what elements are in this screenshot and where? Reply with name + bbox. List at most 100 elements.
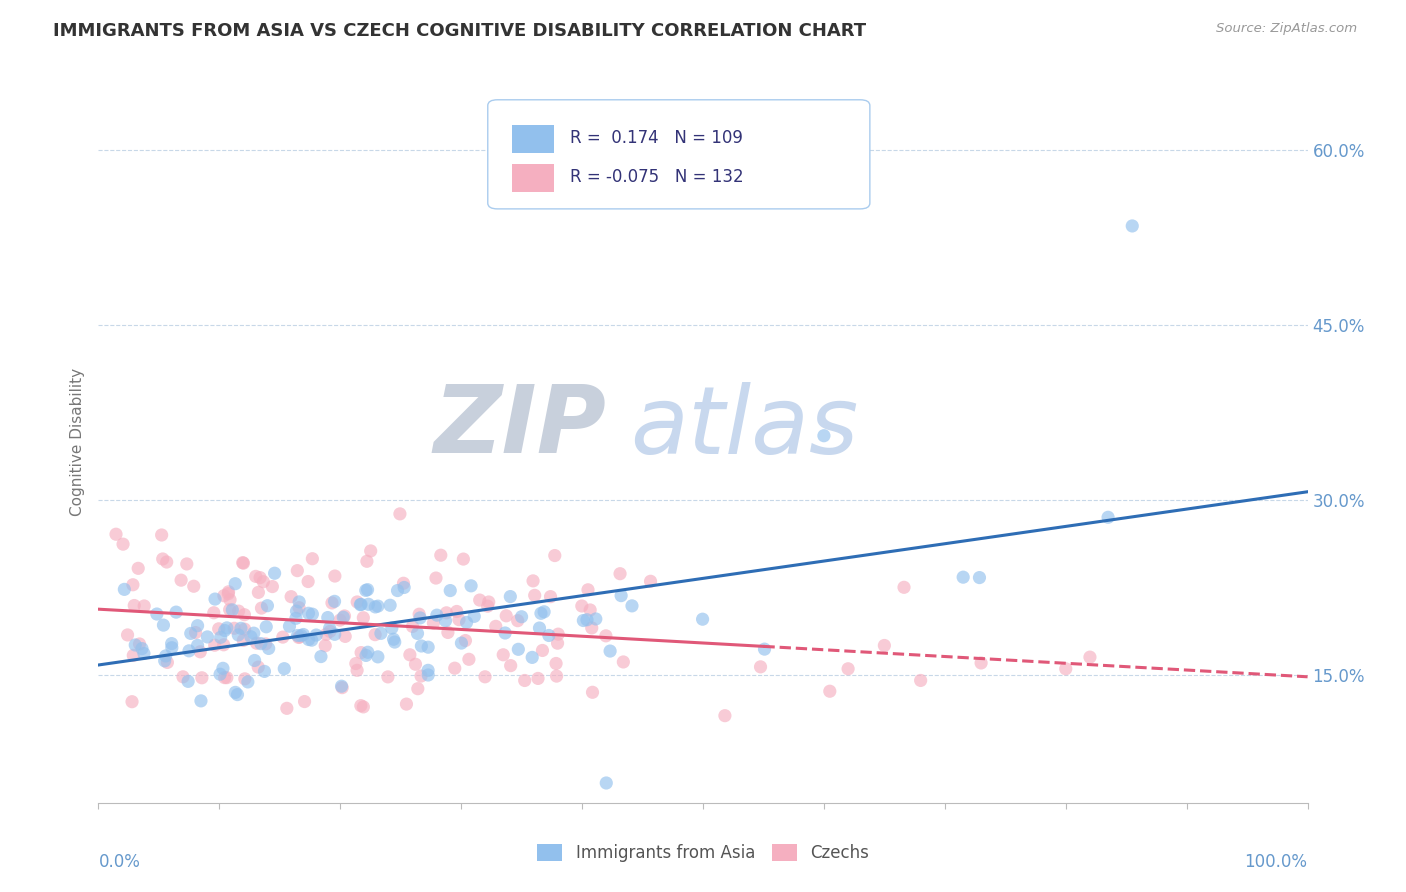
Point [112,537,135,551]
Point [367,649,389,664]
Point [453,552,475,566]
Point [384,635,406,649]
Point [571,599,593,613]
Point [356,554,378,568]
Point [243,626,266,640]
Point [533,605,555,619]
Text: R =  0.174   N = 109: R = 0.174 N = 109 [569,129,742,147]
Point [226,688,249,702]
Point [276,701,298,715]
Point [232,556,254,570]
Point [409,669,432,683]
Point [409,611,432,625]
Point [155,648,177,663]
Point [612,655,634,669]
Point [970,656,993,670]
Point [252,574,274,589]
Point [547,636,569,650]
Point [527,672,550,686]
Point [224,685,246,699]
Text: R = -0.075   N = 132: R = -0.075 N = 132 [569,169,744,186]
Point [250,637,273,651]
Point [215,671,238,685]
Point [392,576,415,591]
Point [392,581,415,595]
Point [485,619,508,633]
Point [152,552,174,566]
Point [418,668,440,682]
Y-axis label: Cognitive Disability: Cognitive Disability [69,368,84,516]
Point [474,670,496,684]
Point [165,605,187,619]
Point [204,638,226,652]
Point [188,645,211,659]
Point [370,626,392,640]
Point [531,643,554,657]
Text: 0.0%: 0.0% [98,854,141,871]
Point [218,584,240,599]
Point [364,599,387,614]
Point [388,507,411,521]
Point [316,610,339,624]
Point [254,637,277,651]
Point [893,580,915,594]
Point [150,528,173,542]
Point [460,579,482,593]
Point [122,599,145,613]
Point [132,647,155,661]
Point [333,609,356,624]
Point [187,639,209,653]
Point [352,611,374,625]
Point [212,638,235,652]
Point [253,665,276,679]
Point [290,628,312,642]
Point [219,592,242,607]
Point [495,608,517,623]
Point [212,589,235,603]
Point [134,599,156,613]
Point [477,599,499,614]
Point [581,685,603,699]
Point [344,657,367,671]
Point [233,607,256,622]
Point [367,599,389,614]
Point [377,670,399,684]
Point [209,667,232,681]
Point [187,618,209,632]
Point [191,671,214,685]
Point [202,606,225,620]
Point [246,636,269,650]
Point [426,608,449,623]
Point [323,627,346,641]
Point [447,613,470,627]
Point [122,648,145,663]
Point [349,598,371,612]
Point [595,629,617,643]
Point [232,633,254,648]
Point [131,641,153,656]
Point [450,636,472,650]
Point [595,776,617,790]
Legend: Immigrants from Asia, Czechs: Immigrants from Asia, Czechs [533,838,873,867]
Point [124,638,146,652]
Point [529,621,551,635]
Point [579,603,602,617]
Point [401,619,423,633]
Point [226,628,249,642]
Point [575,613,598,627]
Point [572,614,595,628]
Point [581,621,603,635]
Point [346,595,368,609]
Point [544,549,567,563]
Point [184,625,207,640]
Point [873,639,896,653]
Point [546,669,568,683]
Point [430,548,453,562]
Point [250,601,273,615]
Point [318,621,340,635]
Point [513,673,536,688]
Point [298,632,321,647]
Point [330,681,353,695]
Point [208,622,231,636]
Point [411,639,433,653]
